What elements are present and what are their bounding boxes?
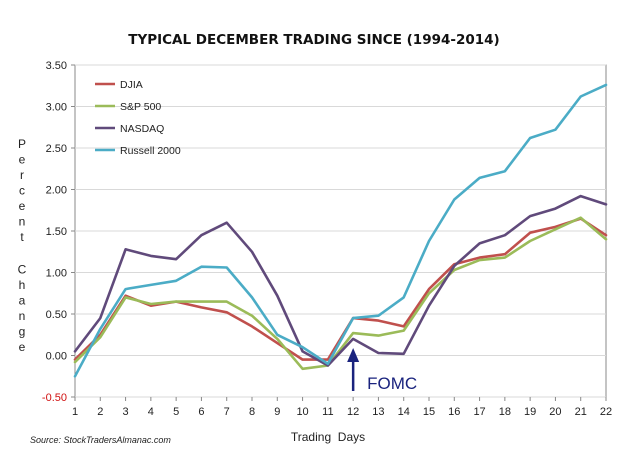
- legend: DJIA S&P 500 NASDAQ Russell 2000: [95, 79, 181, 157]
- legend-label-nasdaq: NASDAQ: [120, 123, 164, 135]
- series-line-russell-2000: [73, 83, 608, 378]
- y-label-char: h: [19, 278, 26, 292]
- y-tick-label: 1.50: [46, 226, 67, 238]
- legend-label-s-p-500: S&P 500: [120, 101, 161, 113]
- fomc-arrow-head: [347, 348, 360, 362]
- x-tick-label: 8: [249, 406, 255, 418]
- y-tick-label: 0.50: [46, 309, 67, 321]
- x-tick-label: 3: [123, 406, 129, 418]
- x-tick-label: 21: [575, 406, 587, 418]
- y-tick-label: 2.50: [46, 143, 67, 155]
- y-tick-label: -0.50: [42, 392, 67, 404]
- y-label-char: e: [19, 340, 26, 354]
- x-tick-label: 4: [148, 406, 154, 418]
- x-tick-label: 16: [448, 406, 460, 418]
- x-tick-label: 14: [398, 406, 410, 418]
- series-line-nasdaq: [73, 194, 608, 367]
- y-tick-label: 0.00: [46, 351, 67, 363]
- x-tick-label: 10: [296, 406, 308, 418]
- y-label-char: c: [19, 184, 25, 198]
- y-label-char: g: [19, 325, 26, 339]
- y-label-char: n: [19, 309, 26, 323]
- x-tick-label: 15: [423, 406, 435, 418]
- x-tick-label: 20: [549, 406, 561, 418]
- y-label-char: r: [20, 168, 24, 182]
- chart-title: TYPICAL DECEMBER TRADING SINCE (1994-201…: [128, 32, 499, 48]
- y-label-char: e: [19, 199, 26, 213]
- x-tick-label: 9: [274, 406, 280, 418]
- y-label-char: n: [19, 215, 26, 229]
- y-label-char: t: [20, 230, 24, 244]
- source-note: Source: StockTradersAlmanac.com: [30, 435, 171, 445]
- fomc-annotation: FOMC: [347, 348, 417, 393]
- series-group: [73, 83, 608, 378]
- x-tick-label: 12: [347, 406, 359, 418]
- y-label-char: a: [19, 294, 26, 308]
- x-tick-label: 22: [600, 406, 612, 418]
- x-tick-label: 5: [173, 406, 179, 418]
- y-tick-label: 2.00: [46, 185, 67, 197]
- fomc-label: FOMC: [367, 374, 417, 393]
- y-label-char: e: [19, 153, 26, 167]
- x-tick-label: 13: [372, 406, 384, 418]
- y-label-char: P: [18, 137, 26, 151]
- y-axis-ticks: -0.50 0.00 0.50 1.00 1.50 2.00 2.50 3.00 3.50: [42, 60, 67, 404]
- legend-label-russell-2000: Russell 2000: [120, 145, 181, 157]
- x-tick-label: 1: [72, 406, 78, 418]
- series-line-s-p-500: [73, 216, 608, 371]
- x-tick-label: 7: [224, 406, 230, 418]
- y-tick-label: 3.00: [46, 102, 67, 114]
- grid: [71, 64, 607, 401]
- x-tick-label: 18: [499, 406, 511, 418]
- x-tick-label: 17: [473, 406, 485, 418]
- y-tick-label: 1.00: [46, 268, 67, 280]
- x-tick-label: 6: [198, 406, 204, 418]
- y-label-char: C: [18, 263, 27, 277]
- x-tick-label: 2: [97, 406, 103, 418]
- legend-label-djia: DJIA: [120, 79, 143, 91]
- y-tick-label: 3.50: [46, 60, 67, 72]
- x-axis-label: Trading Days: [291, 430, 365, 444]
- x-tick-label: 19: [524, 406, 536, 418]
- x-tick-label: 11: [322, 406, 333, 418]
- x-axis-ticks: 1 2 3 4 5 6 7 8 9 10 11 12 13 14 15 16 17 18 19 20 21 22: [72, 406, 612, 418]
